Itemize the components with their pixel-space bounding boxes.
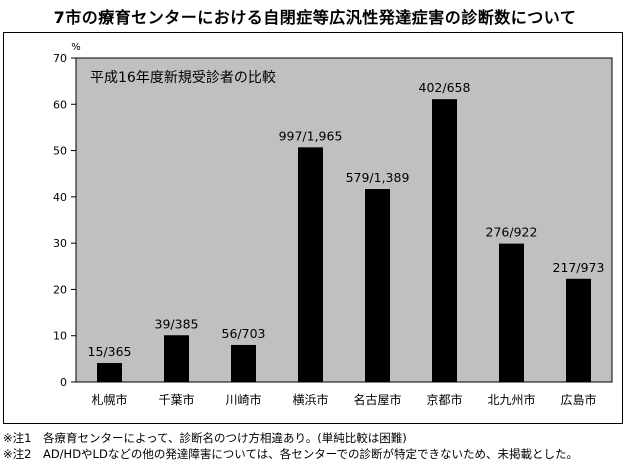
data-label: 579/1,389	[346, 170, 410, 185]
y-tick-label: 50	[53, 145, 67, 158]
y-tick-label: 30	[53, 237, 67, 250]
bar	[566, 278, 591, 382]
data-label: 276/922	[486, 225, 538, 240]
bar	[164, 335, 189, 382]
y-axis-unit: %	[71, 42, 81, 53]
x-tick-label: 京都市	[426, 392, 462, 407]
x-tick-label: 名古屋市	[353, 392, 401, 407]
bar	[231, 344, 256, 382]
data-label: 39/385	[155, 316, 199, 331]
y-tick-label: 10	[53, 330, 67, 343]
footnotes: ※注1 各療育センターによって、診断名のつけ方相違あり。(単純比較は困難) ※注…	[3, 430, 628, 462]
plot-area	[75, 57, 613, 383]
y-tick-label: 20	[53, 283, 67, 296]
data-label: 402/658	[419, 80, 471, 95]
x-tick-label: 横浜市	[292, 392, 328, 407]
x-tick-label: 広島市	[560, 392, 596, 407]
bar	[298, 147, 323, 382]
page-title: 7市の療育センターにおける自閉症等広汎性発達症害の診断数について	[53, 8, 577, 27]
y-tick-label: 0	[60, 376, 67, 389]
bar	[499, 243, 524, 382]
chart-frame: 0 10 20 30 40 50 60 70% 平成16年度新規受診者の比較 15/365 札幌市 3…	[3, 32, 623, 424]
data-label: 56/703	[222, 326, 266, 341]
y-tick-label: 70	[53, 52, 67, 65]
y-tick-label: 40	[53, 191, 67, 204]
bar	[432, 99, 457, 383]
data-label: 997/1,965	[279, 128, 343, 143]
chart-title: 平成16年度新規受診者の比較	[90, 70, 276, 86]
bar	[365, 188, 390, 382]
footnote-1: ※注1 各療育センターによって、診断名のつけ方相違あり。(単純比較は困難)	[3, 431, 407, 445]
y-tick-label: 60	[53, 98, 67, 111]
x-tick-label: 千葉市	[158, 392, 194, 407]
data-label: 217/973	[553, 260, 605, 275]
x-tick-label: 北九州市	[487, 392, 535, 407]
x-tick-label: 札幌市	[91, 392, 127, 407]
footnote-2: ※注2 AD/HDやLDなどの他の発達障害については、各センターでの診断が特定で…	[3, 447, 579, 461]
x-tick-label: 川崎市	[225, 392, 261, 407]
data-label: 15/365	[88, 344, 132, 359]
bar-chart: 0 10 20 30 40 50 60 70% 平成16年度新規受診者の比較 15/365 札幌市 3…	[53, 42, 613, 407]
bar	[97, 363, 122, 382]
